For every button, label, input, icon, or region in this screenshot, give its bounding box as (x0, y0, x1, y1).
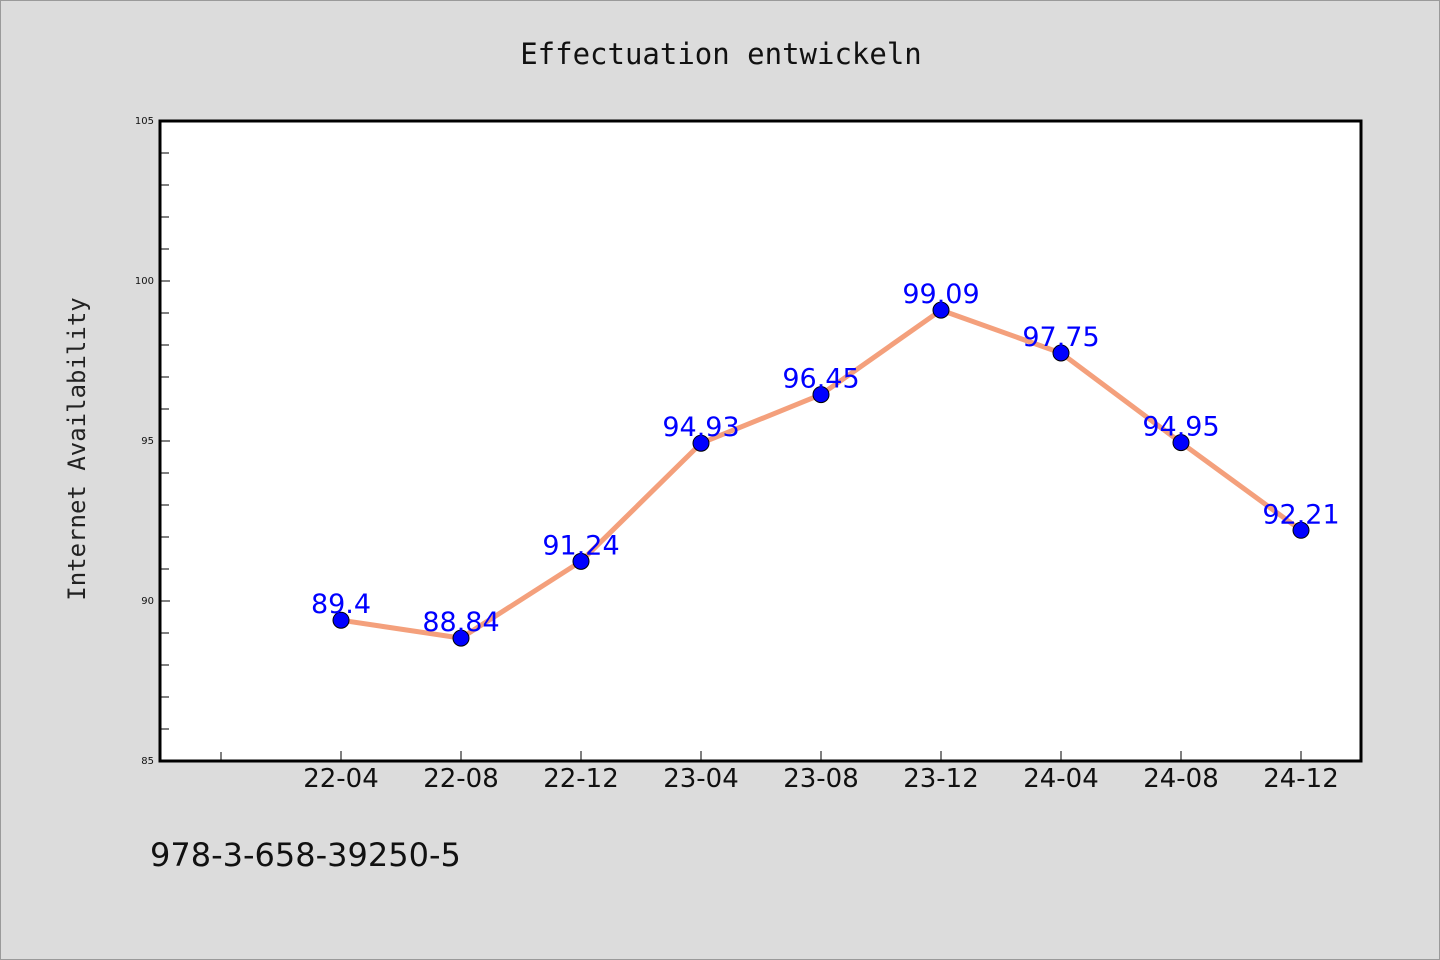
data-label: 99.09 (902, 279, 979, 310)
x-tick-label: 23-08 (783, 764, 859, 794)
data-point (1292, 521, 1310, 539)
data-label: 97.75 (1022, 322, 1099, 353)
data-label: 91.24 (542, 530, 619, 561)
x-tick-label: 24-04 (1023, 764, 1099, 794)
data-label: 88.84 (422, 607, 499, 638)
x-tick-label: 23-04 (663, 764, 739, 794)
data-label: 92.21 (1262, 499, 1339, 530)
y-tick-label: 90 (141, 596, 154, 607)
data-point (452, 629, 470, 647)
data-point (332, 611, 350, 629)
data-label: 94.95 (1142, 412, 1219, 443)
y-tick-label: 85 (141, 756, 154, 767)
y-tick-label: 100 (135, 276, 154, 287)
data-point (692, 434, 710, 452)
x-tick-label: 22-08 (423, 764, 499, 794)
x-tick-label: 22-12 (543, 764, 619, 794)
data-label: 96.45 (782, 364, 859, 395)
plot-area (158, 119, 1363, 763)
data-labels: 89.4 88.84 91.24 94.93 96.45 99.09 97.75 94.95 9… (311, 279, 1340, 638)
y-axis-label: Internet Availability (63, 297, 91, 600)
data-point (932, 301, 950, 319)
data-point (1172, 434, 1190, 452)
y-tick-label: 95 (141, 436, 154, 447)
y-tick-label: 105 (135, 116, 154, 127)
data-point (572, 552, 590, 570)
data-point (812, 386, 830, 404)
chart-title: Effectuation entwickeln (520, 37, 922, 71)
y-axis: 85 90 95 100 105 (135, 116, 170, 767)
x-tick-label: 24-08 (1143, 764, 1219, 794)
series-markers (332, 301, 1310, 647)
footer-isbn: 978-3-658-39250-5 (150, 836, 461, 874)
data-point (1052, 344, 1070, 362)
x-tick-label: 22-04 (303, 764, 379, 794)
data-label: 89.4 (311, 589, 371, 620)
data-label: 94.93 (662, 412, 739, 443)
x-tick-label: 23-12 (903, 764, 979, 794)
x-axis: 22-04 22-08 22-12 23-04 23-08 23-12 24-04 24-08… (220, 751, 1339, 794)
x-tick-label: 24-12 (1263, 764, 1339, 794)
